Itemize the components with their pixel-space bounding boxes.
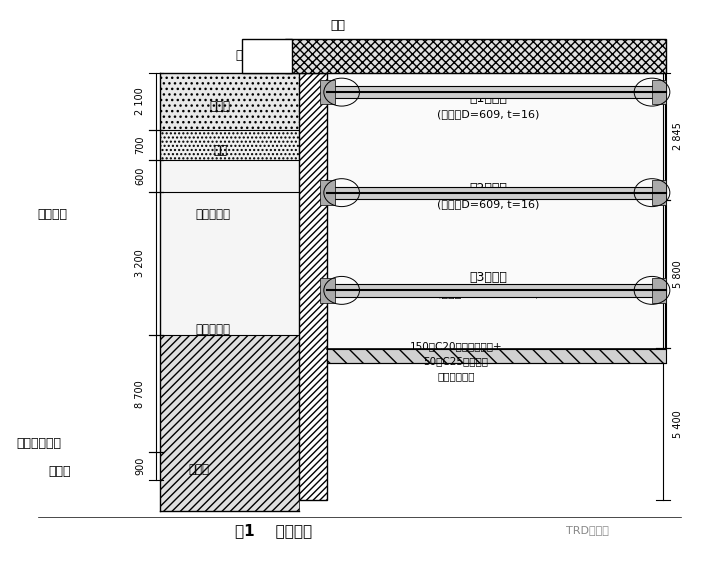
Bar <box>242 39 292 73</box>
Bar <box>160 73 299 130</box>
Bar <box>299 73 327 500</box>
Bar <box>652 180 667 205</box>
Text: 2 100: 2 100 <box>135 87 145 115</box>
Text: 图1    地质剖面: 图1 地质剖面 <box>235 523 313 538</box>
Bar <box>285 39 667 73</box>
Text: 中风化含泥质: 中风化含泥质 <box>16 438 61 451</box>
Bar <box>327 86 667 98</box>
Text: 排水沟: 排水沟 <box>235 49 256 63</box>
Bar <box>160 335 299 511</box>
Text: (钢支撑D=609, t=16): (钢支撑D=609, t=16) <box>436 288 539 298</box>
Bar <box>320 278 334 303</box>
Bar <box>327 349 667 363</box>
Text: 第1道支撑: 第1道支撑 <box>469 92 507 105</box>
Bar <box>327 187 667 199</box>
Bar <box>160 192 299 335</box>
Text: 50厚C25细石混凝: 50厚C25细石混凝 <box>423 356 488 366</box>
Bar <box>160 130 299 160</box>
Text: 冠梁: 冠梁 <box>331 19 346 32</box>
Text: (钢支撑D=609, t=16): (钢支撑D=609, t=16) <box>436 199 539 209</box>
Text: (钢支撑D=609, t=16): (钢支撑D=609, t=16) <box>436 109 539 120</box>
Text: 杂填土: 杂填土 <box>210 100 231 113</box>
Text: 700: 700 <box>135 136 145 155</box>
Bar <box>327 284 667 297</box>
Bar <box>320 180 334 205</box>
Bar <box>285 39 667 73</box>
Text: 白云岩: 白云岩 <box>188 462 209 475</box>
Text: 5 800: 5 800 <box>674 261 684 288</box>
Text: 5 400: 5 400 <box>674 410 684 438</box>
Text: 3 200: 3 200 <box>135 249 145 277</box>
Text: 可塑红黏土: 可塑红黏土 <box>196 209 231 222</box>
Text: 900: 900 <box>135 457 145 475</box>
Text: 2 845: 2 845 <box>674 122 684 150</box>
Text: TRD工法网: TRD工法网 <box>567 526 609 535</box>
Bar <box>320 80 334 104</box>
Bar <box>160 160 299 192</box>
Text: 粉砂: 粉砂 <box>214 144 227 157</box>
Text: 淤泥质土: 淤泥质土 <box>37 209 68 222</box>
Text: 8 700: 8 700 <box>135 380 145 408</box>
Text: 150厚C20素混凝土垫层+: 150厚C20素混凝土垫层+ <box>410 341 502 351</box>
Text: 600: 600 <box>135 167 145 185</box>
Text: 室外地面: 室外地面 <box>435 49 463 63</box>
Text: 土防水保护层: 土防水保护层 <box>437 371 475 381</box>
Text: 白云岩: 白云岩 <box>49 465 71 478</box>
Bar <box>299 73 327 500</box>
Bar <box>327 73 667 349</box>
Text: 第2道支撑: 第2道支撑 <box>469 182 507 195</box>
Bar <box>652 278 667 303</box>
Text: 1000×1000: 1000×1000 <box>313 51 378 61</box>
Text: 第3道支撑: 第3道支撑 <box>469 271 507 284</box>
Bar <box>652 80 667 104</box>
Text: 软塑红黏土: 软塑红黏土 <box>196 323 231 336</box>
